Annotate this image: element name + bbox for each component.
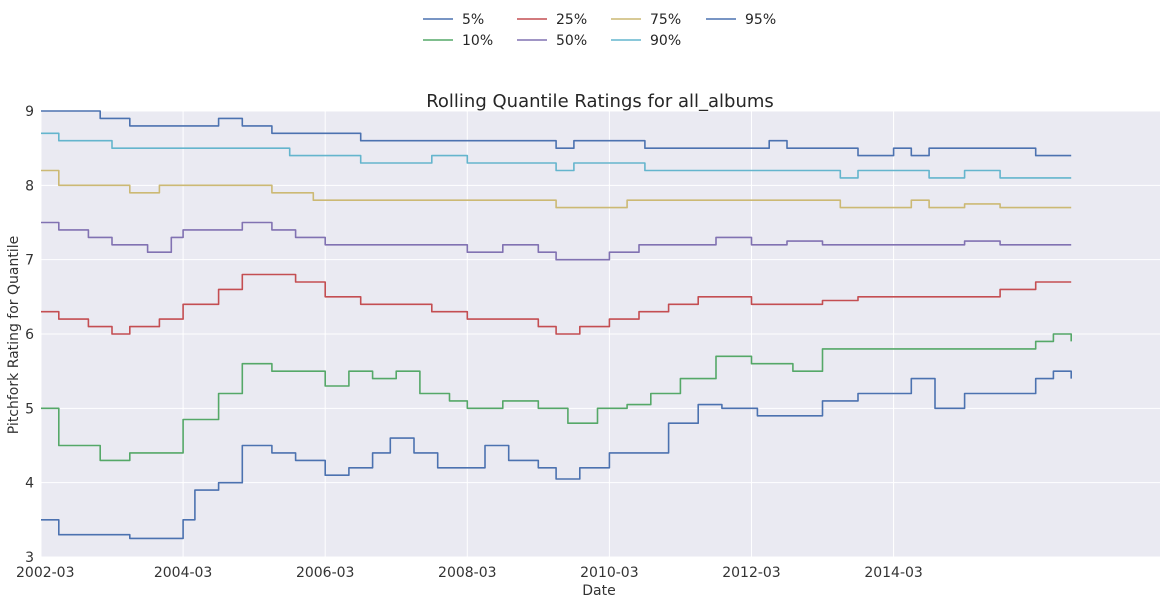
legend-label: 95% [745, 12, 776, 28]
series-lines [41, 110, 1072, 540]
legend-label: 75% [650, 12, 681, 28]
y-axis-ticks: 3 4 5 6 7 8 9 [25, 104, 34, 566]
series-line-25pct [41, 273, 1072, 335]
x-tick-label: 2014-03 [864, 565, 923, 581]
y-tick-label: 7 [25, 253, 34, 269]
y-tick-label: 4 [25, 476, 34, 492]
x-tick-label: 2012-03 [722, 565, 781, 581]
x-tick-label: 2008-03 [438, 565, 497, 581]
legend-label: 25% [556, 12, 587, 28]
x-tick-label: 2004-03 [154, 565, 213, 581]
series-line-5pct [41, 370, 1072, 540]
x-axis-label: Date [582, 583, 615, 599]
x-axis-ticks: 2002-03 2004-03 2006-03 2008-03 2010-03 2012-… [16, 565, 923, 581]
series-line-50pct [41, 221, 1072, 261]
series-line-10pct [41, 333, 1072, 462]
series-line-75pct [41, 169, 1072, 209]
series-line-95pct [41, 110, 1072, 157]
x-tick-label: 2002-03 [16, 565, 75, 581]
chart-title: Rolling Quantile Ratings for all_albums [426, 91, 774, 112]
legend-label: 90% [650, 33, 681, 49]
y-axis-label: Pitchfork Rating for Quantile [6, 236, 22, 434]
y-tick-label: 8 [25, 178, 34, 194]
series-line-90pct [41, 132, 1072, 179]
legend-label: 50% [556, 33, 587, 49]
x-tick-label: 2010-03 [580, 565, 639, 581]
legend-label: 5% [462, 12, 484, 28]
legend-label: 10% [462, 33, 493, 49]
y-tick-label: 9 [25, 104, 34, 120]
y-tick-label: 5 [25, 401, 34, 417]
x-tick-label: 2006-03 [296, 565, 355, 581]
legend: 5% 10% 25% 50% 75% 90% 95% [423, 12, 776, 49]
y-tick-label: 6 [25, 327, 34, 343]
y-tick-label: 3 [25, 550, 34, 566]
